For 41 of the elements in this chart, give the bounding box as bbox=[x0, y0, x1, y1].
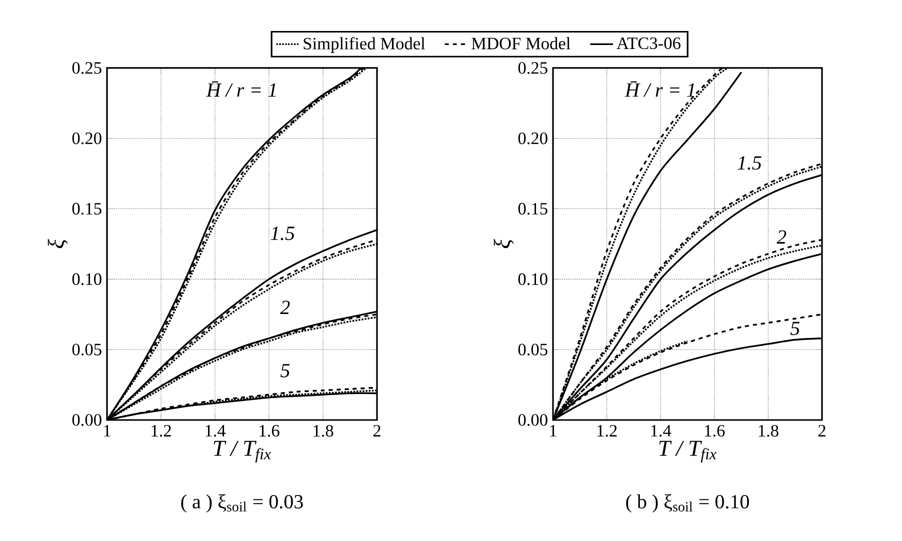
y-tick-label: 0.15 bbox=[518, 202, 548, 215]
y-axis-title: ξ bbox=[48, 239, 68, 248]
y-tick-label: 0.00 bbox=[72, 414, 102, 426]
y-tick-label: 0.20 bbox=[72, 132, 102, 144]
x-tick-label: 1 bbox=[104, 424, 110, 436]
y-axis-title: ξ bbox=[494, 239, 514, 248]
x-tick-label: 1.8 bbox=[314, 424, 334, 437]
x-tick-label: 1.8 bbox=[758, 424, 778, 437]
y-tick-label: 0.25 bbox=[72, 62, 102, 74]
y-tick-label: 0.10 bbox=[518, 273, 548, 286]
annotation: 1.5 bbox=[738, 156, 762, 170]
legend-label: ATC3-06 bbox=[616, 37, 680, 50]
x-axis-title: T / T$_{fix}$ bbox=[659, 440, 716, 463]
annotation: 1.5 bbox=[270, 226, 294, 240]
annotation: 5 bbox=[790, 322, 800, 336]
x-tick-label: 2 bbox=[818, 424, 826, 436]
x-tick-label: 1.4 bbox=[651, 424, 672, 437]
y-tick-label: 0.05 bbox=[518, 344, 548, 356]
x-tick-label: 1.6 bbox=[705, 424, 725, 437]
x-tick-label: 1.4 bbox=[206, 424, 226, 437]
y-tick-label: 0.10 bbox=[72, 273, 102, 286]
text: ( a ) ξ$_{soil}$ = 0.03 bbox=[181, 494, 303, 513]
annotation: H̄ / r = 1 bbox=[206, 81, 276, 97]
text: ( b ) ξ$_{soil}$ = 0.10 bbox=[626, 494, 749, 513]
annotation: 2 bbox=[776, 230, 786, 244]
x-tick-label: 1 bbox=[550, 424, 556, 436]
x-tick-label: 1.6 bbox=[260, 424, 280, 437]
legend-label: Simplified Model bbox=[304, 37, 426, 53]
x-tick-label: 1.2 bbox=[598, 424, 617, 437]
x-tick-label: 2 bbox=[373, 424, 380, 436]
annotation: 5 bbox=[280, 364, 290, 378]
annotation: 2 bbox=[280, 300, 290, 314]
y-tick-label: 0.20 bbox=[518, 132, 548, 144]
legend-label: MDOF Model bbox=[472, 37, 570, 50]
annotation: H̄ / r = 1 bbox=[624, 81, 694, 97]
x-axis-title: T / T$_{fix}$ bbox=[214, 440, 271, 463]
y-tick-label: 0.25 bbox=[518, 62, 548, 74]
x-tick-label: 1.2 bbox=[152, 424, 171, 437]
y-tick-label: 0.00 bbox=[518, 414, 548, 426]
y-tick-label: 0.15 bbox=[72, 202, 102, 215]
y-tick-label: 0.05 bbox=[72, 344, 102, 356]
